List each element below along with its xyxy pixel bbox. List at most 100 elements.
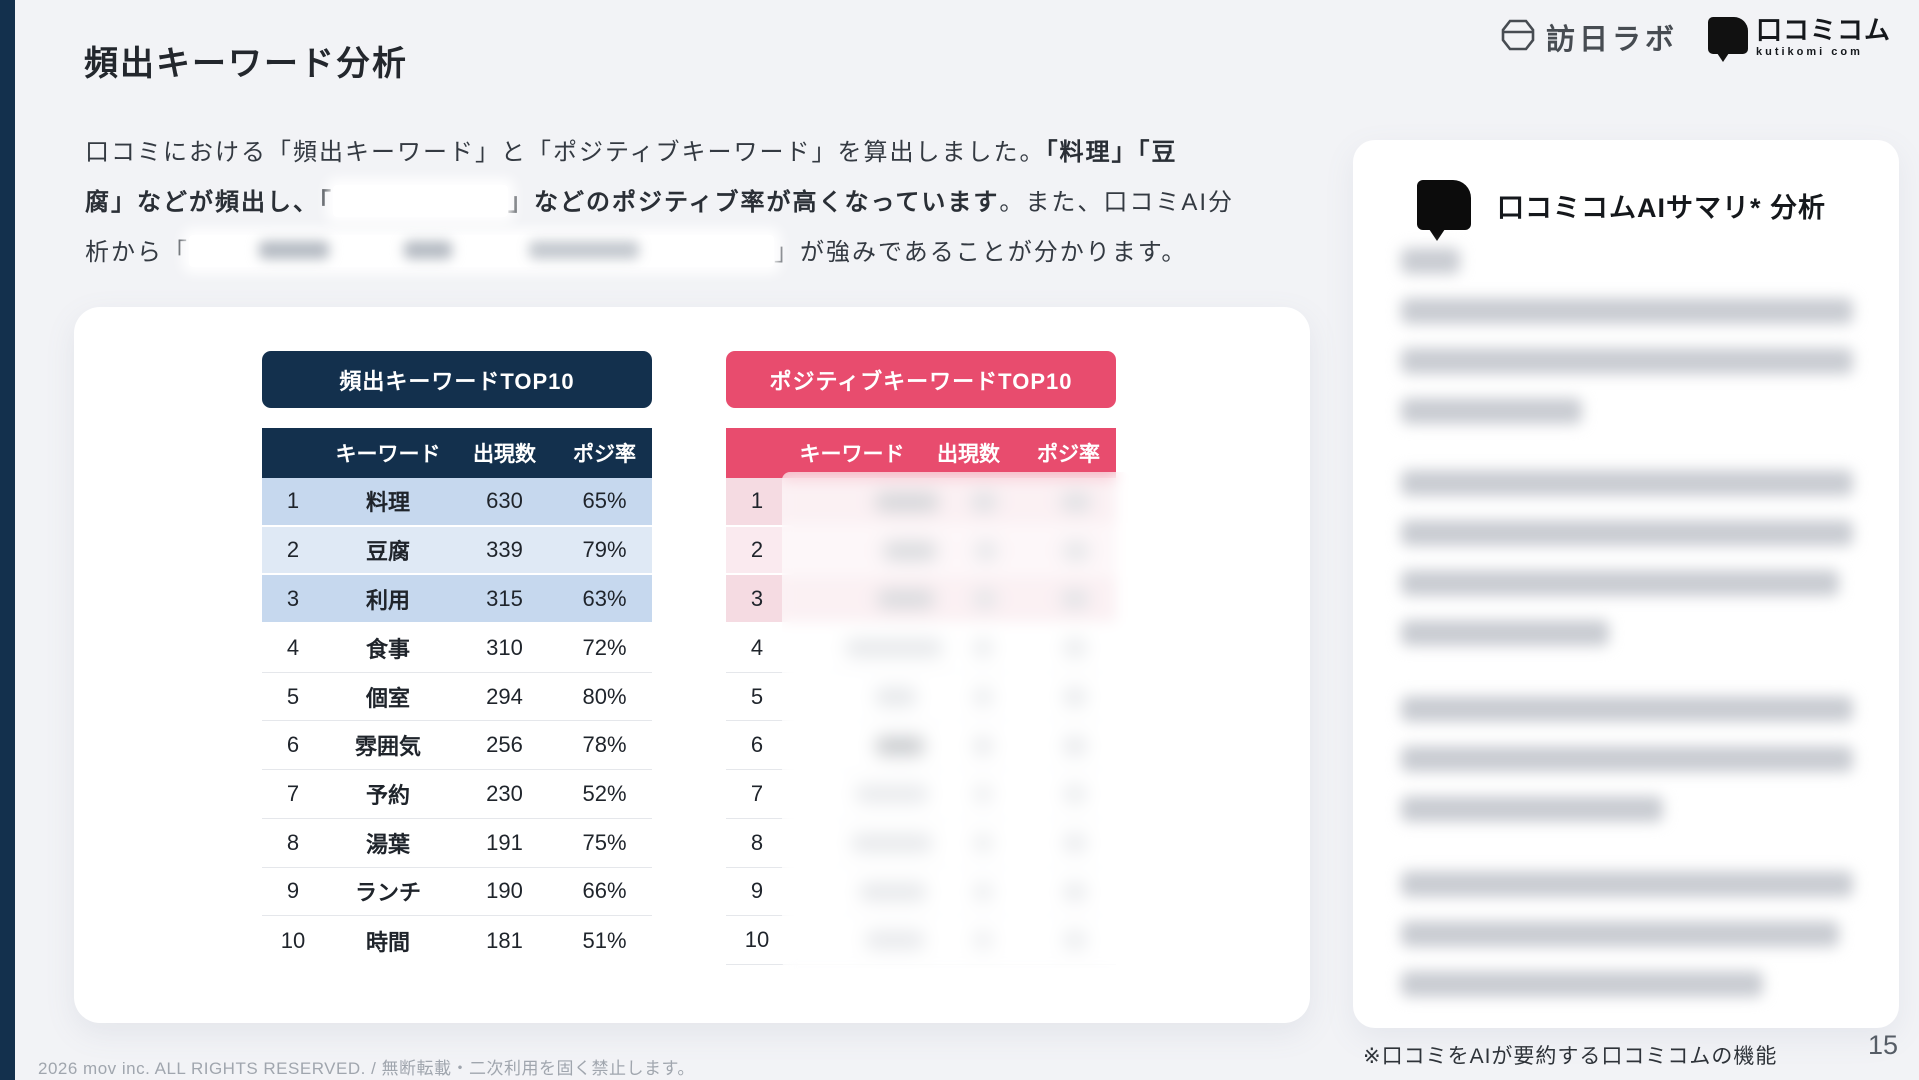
positive-rank: 10	[744, 927, 770, 953]
frequent-count: 310	[486, 634, 523, 660]
intro-text: 。また、口コミAI分	[999, 189, 1235, 216]
redacted-text-line	[1401, 796, 1664, 822]
frequent-keyword: 湯葉	[365, 831, 410, 857]
frequent-rank: 10	[280, 927, 306, 953]
frequent-keyword: 利用	[365, 587, 410, 613]
intro-text: 」が強みであることが分かります。	[774, 239, 1188, 266]
frequent-row-2: 2 豆腐 339 79%	[262, 526, 652, 576]
kutikomi-logo: 口コミコム kutikomi com	[1707, 14, 1891, 62]
page-title: 頻出キーワード分析	[84, 45, 408, 83]
positive-keywords-banner: ポジティブキーワードTOP10	[726, 351, 1116, 408]
positive-keywords-header-row: キーワード 出現数 ポジ率	[726, 428, 1116, 478]
positive-rank: 2	[750, 537, 764, 563]
intro-line-2: 腐」などが頻出し、「 」などのポジティブ率が高くなっています。また、口コミAI分	[85, 178, 1234, 228]
frequent-positive: 63%	[582, 585, 627, 611]
redacted-text-line	[1401, 696, 1853, 722]
positive-rank: 4	[750, 634, 764, 660]
redacted-text-line	[1401, 921, 1840, 947]
redacted-text-line	[1401, 398, 1582, 424]
frequent-keyword: 雰囲気	[354, 734, 421, 760]
redacted-text-line	[1401, 746, 1853, 772]
keyword-column-header: キーワード	[335, 443, 441, 466]
redacted-text-line	[1401, 298, 1853, 324]
intro-text: 析から「	[85, 239, 189, 266]
kutikomi-logo-text: 口コミコム	[1755, 14, 1891, 45]
redacted-text-line	[1401, 871, 1853, 897]
positive-rank: 1	[750, 488, 764, 514]
frequent-count: 630	[486, 488, 523, 514]
frequent-rank: 4	[286, 634, 300, 660]
intro-text-bold: 」などのポジティブ率が高くなっています	[508, 189, 1000, 216]
positive-rank: 6	[750, 732, 764, 758]
frequent-positive: 66%	[582, 878, 627, 904]
frequent-count: 181	[486, 927, 523, 953]
ai-summary-title: 口コミコムAIサマリ* 分析	[1497, 192, 1827, 223]
redacted-text-line	[1401, 348, 1853, 374]
frequent-row-6: 6 雰囲気 256 78%	[262, 721, 652, 771]
keyword-tables-card: 頻出キーワードTOP10 キーワード 出現数 ポジ率 1 料理 630 65% 2 豆腐 3…	[74, 307, 1310, 1023]
visit-lab-logo-text: 訪日ラボ	[1545, 24, 1678, 56]
frequent-positive: 80%	[582, 683, 627, 709]
frequent-keywords-block: 頻出キーワードTOP10 キーワード 出現数 ポジ率 1 料理 630 65% 2 豆腐 3…	[262, 351, 652, 965]
frequent-rank: 2	[286, 537, 300, 563]
visit-lab-logo: 訪日ラボ	[1500, 16, 1678, 58]
positive-rank: 3	[750, 585, 764, 611]
positive-rank: 9	[750, 878, 764, 904]
count-column-header: 出現数	[473, 443, 536, 466]
hexagon-icon	[1500, 17, 1536, 58]
intro-line-1: 口コミにおける「頻出キーワード」と「ポジティブキーワード」を算出しました。「料理…	[85, 128, 1234, 178]
positive-rate-column-header: ポジ率	[573, 443, 636, 466]
frequent-count: 191	[486, 829, 523, 855]
positive-keywords-table: キーワード 出現数 ポジ率 1 2 3 4 5 6 7 8 9 10	[726, 428, 1130, 969]
count-column-header: 出現数	[937, 443, 1000, 466]
intro-text-bold: 腐」などが頻出し、「	[85, 189, 333, 216]
frequent-keyword: 豆腐	[365, 539, 410, 565]
kutikomi-logo-subtext: kutikomi com	[1755, 45, 1863, 58]
frequent-positive: 72%	[582, 634, 627, 660]
frequent-keywords-table: キーワード 出現数 ポジ率 1 料理 630 65% 2 豆腐 339 79% 3 利用 315 63…	[262, 428, 652, 965]
frequent-count: 315	[486, 585, 523, 611]
page-number: 15	[1868, 1030, 1899, 1060]
positive-rank: 5	[750, 683, 764, 709]
redacted-text-line	[1401, 570, 1840, 596]
frequent-keywords-banner: 頻出キーワードTOP10	[262, 351, 652, 408]
frequent-keyword: 予約	[365, 782, 410, 808]
intro-text-bold: 「料理」「豆	[1045, 139, 1178, 166]
speech-bubble-icon	[1417, 180, 1471, 241]
frequent-positive: 78%	[582, 732, 627, 758]
frequent-rank: 6	[286, 732, 300, 758]
frequent-count: 230	[486, 780, 523, 806]
frequent-positive: 65%	[582, 488, 627, 514]
frequent-count: 294	[486, 683, 523, 709]
frequent-rank: 5	[286, 683, 300, 709]
frequent-count: 339	[486, 537, 523, 563]
frequent-positive: 51%	[582, 927, 627, 953]
frequent-row-1: 1 料理 630 65%	[262, 478, 652, 527]
frequent-keyword: ランチ	[354, 880, 421, 906]
frequent-keywords-body: 1 料理 630 65% 2 豆腐 339 79% 3 利用 315 63% 4 食事 310 72% 5 個室 2…	[262, 478, 652, 965]
frequent-keyword: 料理	[365, 490, 410, 516]
frequent-rank: 3	[286, 585, 300, 611]
redacted-text-line	[1401, 520, 1853, 546]
frequent-count: 190	[486, 878, 523, 904]
redacted-text-line	[1401, 971, 1763, 997]
frequent-keyword: 時間	[365, 929, 410, 955]
speech-bubble-icon	[1707, 16, 1748, 62]
frequent-row-9: 9 ランチ 190 66%	[262, 867, 652, 917]
frequent-keywords-header-row: キーワード 出現数 ポジ率	[262, 428, 652, 478]
ai-summary-footnote: ※口コミをAIが要約する口コミコムの機能	[1363, 1045, 1778, 1068]
redacted-keyword	[333, 184, 508, 217]
frequent-row-7: 7 予約 230 52%	[262, 770, 652, 819]
intro-paragraph: 口コミにおける「頻出キーワード」と「ポジティブキーワード」を算出しました。「料理…	[85, 128, 1234, 278]
left-accent-bar	[0, 0, 15, 1080]
redacted-text-line	[1401, 620, 1609, 646]
frequent-row-5: 5 個室 294 80%	[262, 672, 652, 722]
frequent-row-8: 8 湯葉 191 75%	[262, 818, 652, 868]
ai-summary-header: 口コミコムAIサマリ* 分析	[1417, 180, 1827, 241]
frequent-positive: 52%	[582, 780, 627, 806]
frequent-rank: 1	[286, 488, 300, 514]
copyright-footer: 2026 mov inc. ALL RIGHTS RESERVED. / 無断転…	[38, 1059, 695, 1078]
frequent-rank: 9	[286, 878, 300, 904]
intro-line-3: 析から「 」が強みであることが分かります。	[85, 228, 1234, 278]
